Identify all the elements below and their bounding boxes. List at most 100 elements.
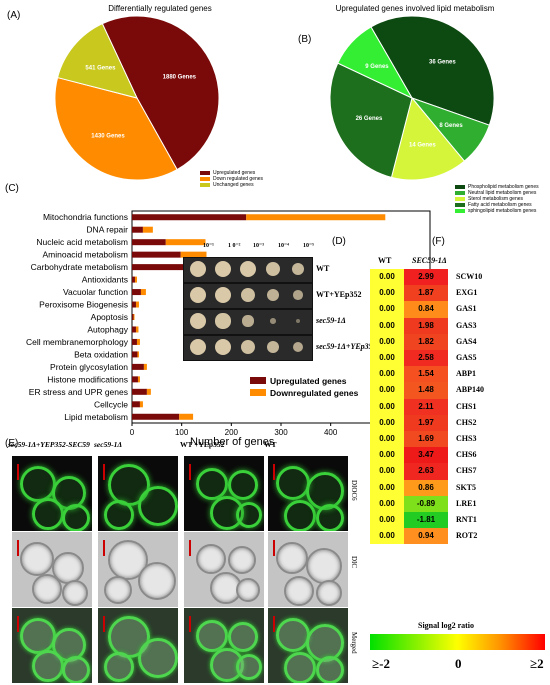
mutant-value: 2.11 [404, 398, 448, 415]
pie-a-slice-1 [54, 76, 178, 181]
bar-up [132, 388, 147, 395]
wt-value: 0.00 [370, 431, 404, 448]
pie-chart-a: 1880 Genes 1430 Genes 541 Genes [54, 15, 220, 181]
bar-down [142, 226, 153, 233]
microscopy-column-label: WT +YEp352 [180, 440, 225, 449]
strain-label: sec59-1Δ+YEp352-SEC59 [316, 342, 403, 351]
growth-spot [190, 261, 206, 277]
micrograph [268, 608, 348, 683]
micrograph [184, 456, 264, 531]
bar-up [132, 276, 135, 283]
micrograph [12, 608, 92, 683]
legend-swatch [250, 377, 266, 384]
mutant-value: 1.69 [404, 431, 448, 448]
heatmap-row: 0.00 -1.81 RNT1 [370, 512, 540, 529]
legend-item: Neutral lipid metabolism genes [455, 190, 539, 196]
dilution-header: 10⁻¹ 1 0⁻² 10⁻³ 10⁻⁴ 10⁻⁵ [183, 242, 403, 254]
yeast-cell [196, 544, 226, 574]
category-label: Apoptosis [91, 312, 128, 322]
legend-swatch [200, 176, 210, 181]
yeast-cell [62, 656, 90, 683]
bar-chart-c: Mitochondria functions DNA repair Nucleic … [26, 210, 437, 435]
bar-up [132, 338, 137, 345]
legend-swatch [455, 196, 465, 201]
category-label: Aminoacid metabolism [42, 250, 128, 260]
x-tick-label: 300 [274, 428, 288, 435]
panel-b-title: Upregulated genes involved lipid metabol… [335, 4, 495, 13]
wt-value: 0.00 [370, 382, 404, 399]
wt-value: 0.00 [370, 366, 404, 383]
mutant-value: -1.81 [404, 512, 448, 529]
legend-label: Phospholipid metabolism genes [468, 184, 539, 190]
heatmap-row: 0.00 2.99 SCW10 [370, 269, 540, 286]
scale-bar [17, 540, 19, 556]
spot-plate-row [183, 283, 313, 309]
gene-name: SKT5 [456, 482, 477, 492]
wt-value: 0.00 [370, 333, 404, 350]
pie-a-slice-2 [56, 23, 138, 99]
growth-spot [270, 318, 276, 324]
gene-name: CHS3 [456, 434, 477, 443]
gene-name: ABP140 [456, 385, 484, 395]
bar-up [132, 363, 144, 370]
yeast-cell [20, 542, 54, 576]
scale-bar [189, 464, 191, 480]
strain-label: sec59-1Δ [316, 316, 346, 325]
scale-bar [273, 464, 275, 480]
pie-a-slice-label-1: 1430 Genes [91, 134, 125, 140]
scale-bar [273, 616, 275, 632]
yeast-cell [20, 466, 56, 502]
growth-spot [265, 261, 281, 277]
gene-name: GAS5 [456, 353, 477, 362]
heatmap-col-mutant: SEC59-1Δ [412, 256, 447, 265]
panel-c-label: (C) [5, 183, 19, 194]
yeast-cell [306, 548, 342, 584]
microscopy-row-label: Merged [350, 632, 358, 654]
growth-spot [240, 287, 256, 303]
gene-name: GAS3 [456, 320, 477, 330]
bar-up [132, 289, 141, 296]
growth-spot [291, 262, 305, 276]
legend-item: Unchanged genes [200, 182, 263, 188]
bar-up [132, 401, 140, 408]
category-label: Autophagy [87, 324, 128, 334]
bar-up [132, 314, 134, 320]
mutant-value: 1.54 [404, 366, 448, 383]
spot-assay-plates: WT WT+YEp352 sec59-1Δ sec59-1Δ+YEp352-SEC59 [183, 257, 423, 367]
mutant-value: 1.48 [404, 382, 448, 399]
gene-name: GAS4 [456, 336, 477, 346]
panel-f-label: (F) [432, 236, 445, 247]
category-label: Cell membranemorphology [26, 337, 129, 347]
bar-up [132, 251, 181, 258]
pie-b-slice-label-4: 9 Genes [365, 64, 389, 70]
scale-bar [103, 540, 105, 556]
microscopy-column-label: sec59-1Δ [94, 440, 123, 449]
legend-swatch [455, 184, 465, 189]
dilution-label: 10⁻³ [253, 243, 264, 249]
legend-label: Down regulated genes [213, 176, 264, 182]
category-label: Vacuolar function [63, 287, 128, 297]
bar-down [146, 388, 151, 395]
legend-swatch [250, 389, 266, 396]
bar-up [132, 351, 138, 358]
legend-label: Downregulated genes [270, 388, 359, 398]
wt-value: 0.00 [370, 528, 404, 545]
growth-spot [242, 315, 254, 327]
wt-value: 0.00 [370, 301, 404, 318]
x-tick-label: 200 [225, 428, 239, 435]
micrograph [98, 532, 178, 607]
legend-swatch [455, 202, 465, 207]
yeast-cell [306, 624, 344, 662]
pie-b-slice-label-0: 36 Genes [429, 59, 456, 65]
microscopy-row-label: DIOC6 [350, 480, 358, 501]
gene-name: CHS1 [456, 401, 477, 411]
gene-name: GAS1 [456, 304, 477, 314]
legend-item: Down regulated genes [200, 176, 263, 182]
yeast-cell [276, 466, 310, 500]
mutant-value: 0.86 [404, 479, 448, 496]
bar-up [132, 301, 136, 308]
scale-bar [17, 616, 19, 632]
wt-value: 0.00 [370, 512, 404, 529]
heatmap-col-wt: WT [378, 256, 392, 265]
heatmap-row: 0.00 1.98 GAS3 [370, 317, 540, 334]
